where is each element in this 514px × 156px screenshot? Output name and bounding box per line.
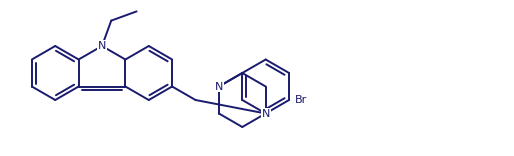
Text: N: N bbox=[262, 109, 270, 119]
Text: N: N bbox=[215, 81, 223, 92]
Text: Br: Br bbox=[295, 95, 307, 105]
Text: N: N bbox=[98, 41, 106, 51]
